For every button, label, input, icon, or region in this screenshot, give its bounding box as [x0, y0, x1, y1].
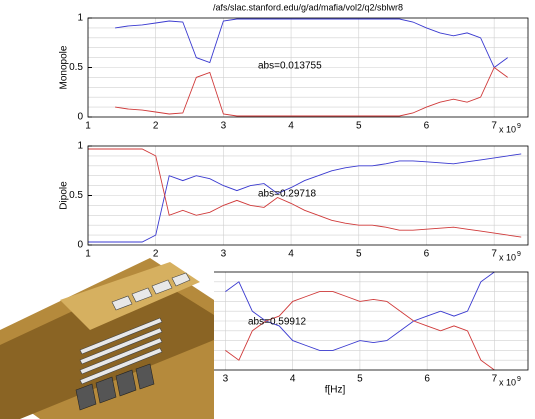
- x-scale-label: x 10: [499, 124, 516, 134]
- x-tick-label: 7: [491, 121, 497, 132]
- x-scale-power: 9: [517, 376, 521, 383]
- figure: /afs/slac.stanford.edu/g/ad/mafia/vol2/q…: [0, 0, 535, 419]
- x-tick-label: 1: [85, 121, 91, 132]
- x-tick-label: 3: [223, 374, 229, 385]
- x-tick-label: 7: [491, 249, 497, 260]
- annotation: abs=0.59912: [248, 317, 307, 328]
- y-tick-label: 0.5: [69, 190, 83, 201]
- structure-render: [0, 258, 214, 419]
- x-scale-power: 9: [517, 123, 521, 130]
- x-scale-label: x 10: [499, 252, 516, 262]
- x-tick-label: 1: [85, 249, 91, 260]
- x-tick-label: 6: [424, 121, 430, 132]
- y-axis-label: Monopole: [59, 45, 70, 89]
- x-tick-label: 4: [290, 374, 296, 385]
- y-tick-label: 0: [77, 112, 83, 123]
- annotation: abs=0.013755: [258, 61, 322, 72]
- x-tick-label: 2: [153, 121, 159, 132]
- y-tick-label: 0: [77, 240, 83, 251]
- x-axis-label: f[Hz]: [325, 385, 346, 396]
- y-tick-label: 1: [77, 141, 83, 152]
- x-tick-label: 5: [356, 249, 362, 260]
- figure-title: /afs/slac.stanford.edu/g/ad/mafia/vol2/q…: [213, 2, 403, 12]
- x-tick-label: 6: [424, 374, 430, 385]
- annotation: abs=0.29718: [258, 189, 317, 200]
- x-tick-label: 7: [492, 374, 498, 385]
- y-axis-label: Dipole: [59, 181, 70, 210]
- x-scale-power: 9: [517, 251, 521, 258]
- x-tick-label: 4: [288, 249, 294, 260]
- x-scale-label: x 10: [499, 377, 516, 387]
- y-tick-label: 0.5: [69, 62, 83, 73]
- x-tick-label: 3: [221, 249, 227, 260]
- x-tick-label: 5: [357, 374, 363, 385]
- x-tick-label: 6: [424, 249, 430, 260]
- x-tick-label: 4: [288, 121, 294, 132]
- x-tick-label: 2: [153, 249, 159, 260]
- x-tick-label: 3: [221, 121, 227, 132]
- x-tick-label: 5: [356, 121, 362, 132]
- y-tick-label: 1: [77, 13, 83, 24]
